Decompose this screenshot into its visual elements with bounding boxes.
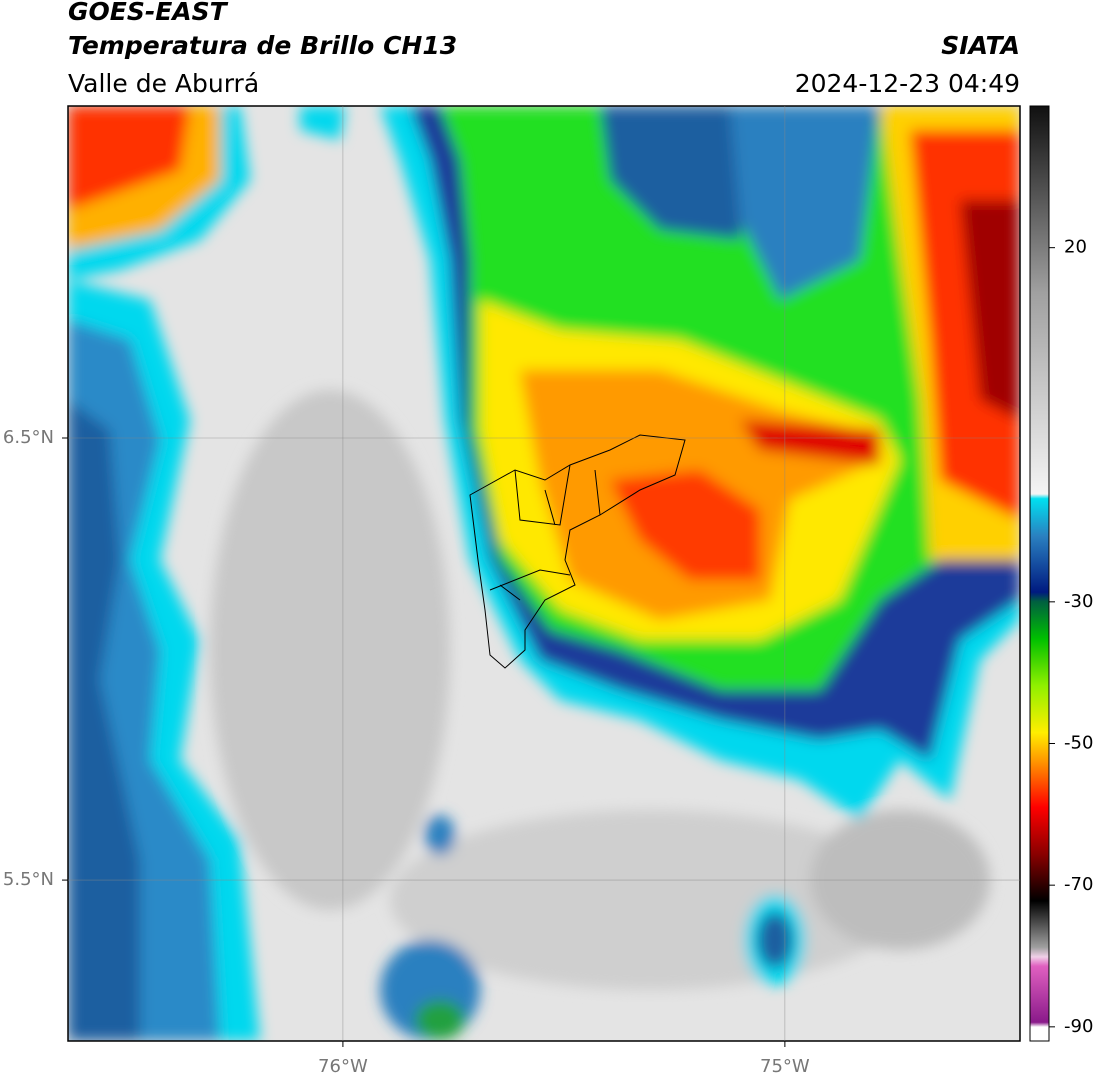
colorbar bbox=[1029, 105, 1050, 1042]
satellite-image bbox=[68, 106, 1020, 1041]
map-frame bbox=[67, 105, 1021, 1042]
colorbar-tick-label: 20 bbox=[1064, 237, 1087, 258]
product: Temperatura de Brillo CH13 bbox=[68, 31, 457, 60]
satellite: GOES-EAST bbox=[68, 0, 229, 26]
colorbar-tick-label: -30 bbox=[1064, 591, 1093, 612]
source: SIATA bbox=[941, 31, 1020, 60]
colorbar-tick-label: -50 bbox=[1064, 733, 1093, 754]
x-tick-label: 76°W bbox=[318, 1056, 368, 1077]
x-tick-label: 75°W bbox=[760, 1056, 810, 1077]
y-tick-label: 5.5°N bbox=[3, 869, 54, 890]
timestamp: 2024-12-23 04:49 bbox=[795, 69, 1020, 98]
y-tick-label: 6.5°N bbox=[3, 427, 54, 448]
graticule bbox=[68, 106, 1020, 1041]
colorbar-tick-label: -90 bbox=[1064, 1016, 1093, 1037]
region: Valle de Aburrá bbox=[68, 69, 259, 98]
colorbar-tick-label: -70 bbox=[1064, 874, 1093, 895]
